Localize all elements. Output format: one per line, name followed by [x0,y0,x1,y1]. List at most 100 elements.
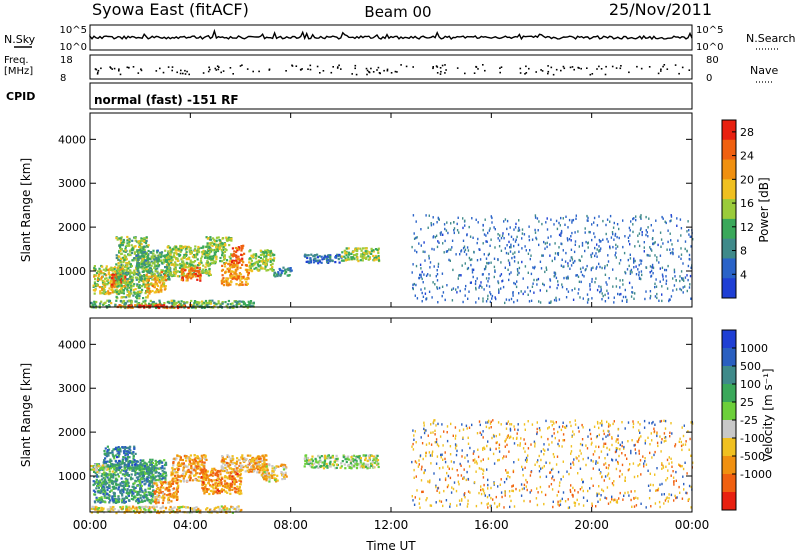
range-cell [497,258,499,261]
range-cell [238,486,241,489]
range-cell [253,267,256,270]
range-cell [209,484,212,487]
range-cell [487,294,489,298]
freq-point [370,67,372,70]
range-cell [656,296,658,300]
range-cell [131,469,135,472]
range-cell [98,305,101,308]
range-cell [178,249,181,252]
range-cell [262,250,265,254]
range-cell [536,217,539,220]
range-cell [166,263,169,266]
range-cell [145,261,148,264]
range-cell [168,278,171,281]
range-cell [122,264,125,267]
range-cell [616,245,619,248]
range-cell [136,261,140,264]
range-cell [235,250,238,254]
freq-point [475,66,478,68]
range-cell [493,275,495,279]
range-cell [631,271,633,274]
freq-point [394,70,397,73]
range-cell [158,289,161,292]
range-cell [561,285,564,289]
range-cell [130,292,133,295]
range-cell [415,264,418,268]
range-cell [472,268,475,271]
range-cell [187,456,190,459]
range-cell [594,254,596,258]
range-cell [510,297,513,301]
range-cell [159,461,162,464]
range-cell [629,243,631,246]
range-cell [138,290,142,294]
range-cell [640,214,642,217]
range-cell [123,303,126,306]
range-cell [157,274,160,277]
range-cell [353,257,356,260]
range-cell [263,255,266,258]
range-cell [206,260,209,263]
range-cell [149,502,153,505]
range-cell [194,272,197,275]
range-cell [122,486,126,489]
range-cell [440,233,442,236]
range-cell [97,475,100,478]
range-cell [241,281,244,284]
range-cell [263,254,266,257]
range-cell [217,302,220,305]
range-cell [169,485,173,488]
range-cell [532,266,534,269]
range-cell [538,243,540,247]
range-cell [190,467,193,470]
range-cell [133,257,136,260]
range-cell [453,229,455,232]
freq-point [316,65,319,68]
range-cell [202,249,205,252]
range-cell [207,488,210,491]
range-cell [168,267,171,270]
range-cell [189,259,192,262]
range-cell [160,259,163,262]
range-cell [486,240,488,243]
range-cell [599,265,601,269]
range-cell [127,467,130,470]
freq-point [366,69,369,72]
range-cell [506,219,509,223]
range-cell [130,278,133,281]
range-cell [442,242,444,245]
range-cell [164,270,167,273]
range-cell [202,246,205,249]
range-cell [91,303,94,306]
range-cell [127,267,130,270]
range-cell [149,283,152,286]
range-cell [133,466,136,469]
range-cell [644,297,646,301]
range-cell [144,267,147,271]
range-cell [108,490,112,493]
range-cell [102,268,105,271]
range-cell [345,254,348,257]
range-cell [176,275,179,278]
freq-point [176,71,178,74]
range-cell [115,463,118,466]
range-cell [204,486,207,489]
range-cell [146,294,150,297]
range-cell [137,491,140,494]
range-cell [633,217,635,220]
range-cell [487,253,490,257]
range-cell [232,304,235,307]
range-cell [237,474,240,477]
range-cell [167,493,170,496]
range-cell [132,482,135,485]
range-cell [329,258,332,261]
range-cell [115,446,118,449]
range-cell [558,233,561,237]
range-cell [139,487,142,490]
range-cell [584,231,586,234]
freq-point [155,70,158,72]
range-cell [204,266,207,269]
range-cell [322,257,326,260]
range-cell [217,470,220,473]
range-cell [128,286,131,289]
